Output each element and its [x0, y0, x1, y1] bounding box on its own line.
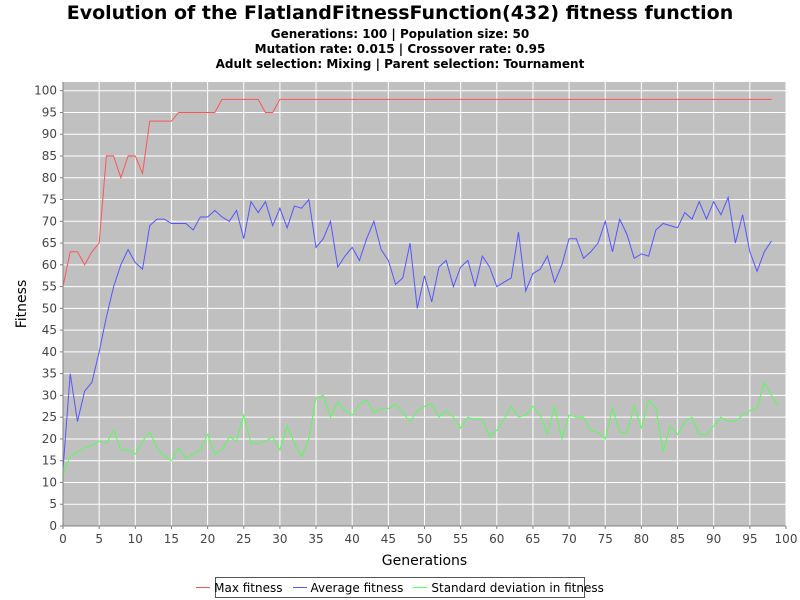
y-tick-label: 70	[42, 214, 57, 228]
x-tick-label: 30	[272, 532, 287, 546]
legend-item-max-fitness: Max fitness	[196, 580, 283, 595]
x-tick-label: 60	[489, 532, 504, 546]
x-tick-label: 55	[453, 532, 468, 546]
y-tick-label: 10	[42, 475, 57, 489]
chart-subtitle-line-2: Mutation rate: 0.015 | Crossover rate: 0…	[254, 42, 546, 56]
series-average-fitness	[62, 195, 772, 470]
x-tick-label: 50	[417, 532, 432, 546]
x-tick-label: 40	[345, 532, 360, 546]
y-tick-label: 40	[42, 345, 57, 359]
y-tick-label: 85	[42, 149, 57, 163]
x-tick-label: 80	[634, 532, 649, 546]
y-tick-label: 75	[42, 193, 57, 207]
y-tick-label: 35	[42, 367, 57, 381]
x-tick-label: 100	[775, 532, 798, 546]
y-tick-label: 65	[42, 236, 57, 250]
x-axis-label: Generations	[382, 553, 467, 569]
y-axis-label: Fitness	[14, 280, 30, 329]
y-tick-label: 100	[34, 84, 57, 98]
grid-lines	[62, 82, 787, 527]
legend-swatch-average-fitness	[292, 587, 307, 588]
legend-label-max-fitness: Max fitness	[214, 580, 283, 595]
legend-label-std-dev: Standard deviation in fitness	[431, 580, 604, 595]
legend-swatch-std-dev	[413, 587, 428, 588]
axes: 0510152025303540455055606570758085909510…	[34, 82, 797, 546]
y-tick-label: 80	[42, 171, 57, 185]
y-tick-label: 30	[42, 388, 57, 402]
x-tick-label: 15	[164, 532, 179, 546]
y-tick-label: 45	[42, 323, 57, 337]
legend: Max fitness Average fitness Standard dev…	[196, 577, 604, 598]
x-tick-label: 5	[95, 532, 103, 546]
legend-item-std-dev: Standard deviation in fitness	[413, 581, 604, 595]
y-tick-label: 95	[42, 105, 57, 119]
x-tick-label: 85	[670, 532, 685, 546]
x-tick-label: 20	[200, 532, 215, 546]
x-tick-label: 0	[59, 532, 67, 546]
x-tick-label: 70	[561, 532, 576, 546]
y-tick-label: 25	[42, 410, 57, 424]
y-tick-label: 90	[42, 127, 57, 141]
y-tick-label: 0	[49, 519, 57, 533]
x-tick-label: 75	[598, 532, 613, 546]
chart-subtitle-line-1: Generations: 100 | Population size: 50	[270, 27, 530, 41]
y-tick-label: 55	[42, 280, 57, 294]
series-layer	[62, 98, 780, 474]
y-tick-label: 5	[49, 497, 57, 511]
series-std-dev-fitness	[62, 381, 780, 474]
series-max-fitness	[62, 98, 772, 287]
legend-label-average-fitness: Average fitness	[310, 580, 404, 595]
x-tick-label: 90	[706, 532, 721, 546]
x-tick-label: 95	[742, 532, 757, 546]
y-tick-label: 15	[42, 454, 57, 468]
x-tick-label: 10	[128, 532, 143, 546]
x-tick-label: 35	[308, 532, 323, 546]
x-tick-label: 25	[236, 532, 251, 546]
y-tick-label: 20	[42, 432, 57, 446]
legend-swatch-max-fitness	[196, 587, 211, 588]
x-tick-label: 45	[381, 532, 396, 546]
y-tick-label: 60	[42, 258, 57, 272]
chart-subtitle-line-3: Adult selection: Mixing | Parent selecti…	[215, 57, 585, 71]
legend-item-average-fitness: Average fitness	[292, 580, 404, 595]
x-tick-label: 65	[525, 532, 540, 546]
chart-title: Evolution of the FlatlandFitnessFunction…	[66, 2, 734, 24]
y-tick-label: 50	[42, 301, 57, 315]
